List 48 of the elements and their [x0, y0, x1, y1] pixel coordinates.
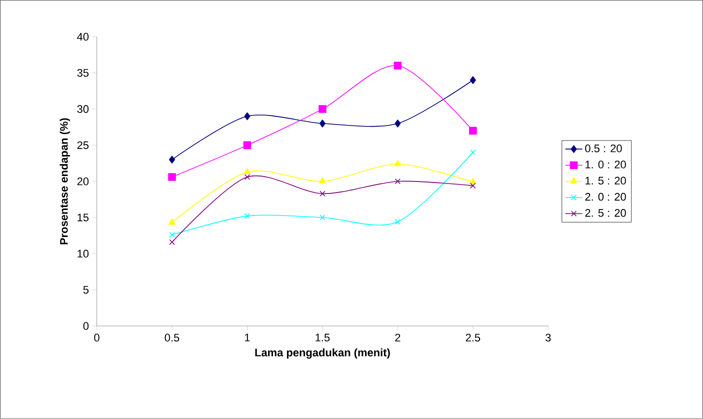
legend-label: 2. 5 : 20: [585, 209, 626, 217]
x-tick-label: 1: [245, 334, 250, 342]
x-tick-label: 2.5: [466, 334, 480, 342]
legend-label: 1. 5 : 20: [586, 176, 626, 185]
point: [169, 156, 176, 164]
x-tick-label: 2: [395, 334, 400, 342]
y-tick-label: 35: [77, 69, 89, 77]
point: [470, 178, 476, 184]
y-tick-label: 40: [77, 32, 89, 41]
x-tick-label: 3: [546, 334, 551, 342]
point: [394, 120, 401, 128]
point: [169, 239, 175, 246]
point: [318, 105, 326, 114]
point: [169, 232, 175, 238]
point: [469, 126, 477, 135]
y-tick-label: 5: [83, 286, 89, 294]
y-tick-label: 25: [77, 141, 89, 150]
point: [319, 178, 326, 184]
legend-label: 0.5 : 20: [585, 144, 622, 152]
legend-label: 1. 0 : 20: [586, 160, 626, 169]
point: [244, 174, 250, 180]
point: [244, 112, 250, 120]
x-tick-label: 0: [94, 334, 100, 342]
point: [470, 150, 476, 156]
point: [320, 214, 326, 220]
point: [470, 182, 476, 189]
y-tick-label: 20: [77, 178, 89, 186]
point: [394, 178, 401, 184]
point: [244, 213, 250, 220]
x-tick-label: 0.5: [164, 334, 180, 342]
point: [394, 160, 402, 166]
point: [394, 62, 402, 70]
point: [244, 168, 251, 174]
x-axis-title: Lama pengadukan (menit): [255, 348, 390, 359]
point: [243, 141, 252, 150]
y-tick-label: 30: [77, 105, 89, 114]
point: [168, 173, 176, 182]
y-tick-label: 15: [78, 214, 89, 222]
y-tick-label: 0: [83, 322, 89, 330]
legend-label: 2. 0 : 20: [585, 193, 626, 201]
point: [394, 219, 401, 225]
x-tick-label: 1.5: [316, 334, 330, 342]
point: [319, 120, 326, 128]
point: [320, 190, 326, 197]
point: [470, 76, 476, 84]
y-tick-label: 10: [78, 250, 89, 258]
y-axis-title: Prosentase endapan (%): [60, 118, 70, 244]
point: [168, 218, 176, 225]
